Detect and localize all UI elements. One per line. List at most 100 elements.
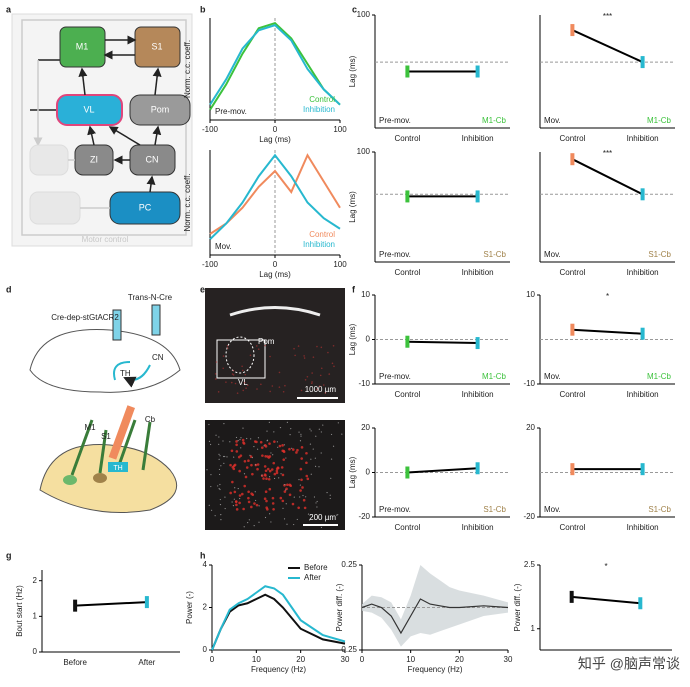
texture-dot bbox=[255, 345, 258, 347]
texture-dot bbox=[299, 440, 302, 442]
arrow bbox=[152, 67, 162, 96]
texture-dot bbox=[318, 466, 320, 468]
texture-dot bbox=[285, 503, 287, 505]
texture-dot bbox=[266, 467, 270, 471]
texture-dot bbox=[231, 465, 235, 469]
texture-dot bbox=[329, 494, 331, 496]
texture-dot bbox=[240, 492, 244, 496]
y-axis-label: Power (-) bbox=[185, 591, 194, 624]
panel-label: f bbox=[352, 284, 356, 294]
legend-label: Inhibition bbox=[303, 240, 335, 249]
texture-dot bbox=[293, 523, 295, 526]
texture-dot bbox=[270, 521, 272, 523]
significance: * bbox=[604, 562, 607, 571]
y-tick-label: 10 bbox=[526, 290, 535, 299]
diff-line bbox=[361, 598, 509, 635]
texture-dot bbox=[253, 445, 255, 448]
texture-dot bbox=[273, 440, 276, 443]
texture-dot bbox=[247, 496, 250, 500]
texture-dot bbox=[263, 445, 265, 447]
texture-dot bbox=[286, 483, 289, 487]
texture-dot bbox=[219, 488, 221, 491]
panel-label: d bbox=[6, 284, 12, 294]
label: M1 bbox=[84, 423, 96, 432]
texture-dot bbox=[306, 375, 309, 378]
area-label: M1-Cb bbox=[647, 372, 672, 381]
texture-dot bbox=[337, 514, 339, 516]
texture-dot bbox=[268, 442, 271, 445]
texture-dot bbox=[255, 503, 259, 507]
circuit-diagram: M1 S1 VL Pom ZI CN PC Motor control bbox=[11, 13, 193, 247]
x-tick-label: Control bbox=[560, 268, 586, 277]
texture-dot bbox=[230, 449, 234, 453]
mean-marker bbox=[475, 65, 480, 78]
texture-dot bbox=[332, 344, 335, 347]
significance: *** bbox=[603, 12, 612, 21]
texture-dot bbox=[233, 456, 235, 458]
texture-dot bbox=[310, 473, 312, 475]
texture-dot bbox=[278, 386, 281, 388]
texture-dot bbox=[310, 430, 312, 432]
mean-marker bbox=[570, 24, 575, 37]
texture-dot bbox=[281, 444, 284, 447]
texture-dot bbox=[299, 467, 303, 471]
texture-dot bbox=[284, 483, 286, 486]
texture-dot bbox=[246, 384, 249, 387]
texture-dot bbox=[308, 519, 311, 521]
texture-dot bbox=[314, 465, 317, 467]
x-axis-label: Frequency (Hz) bbox=[251, 665, 306, 674]
x-tick-label: Control bbox=[395, 523, 421, 532]
mean-marker bbox=[475, 190, 480, 203]
significance: * bbox=[606, 292, 609, 301]
watermark: 知乎 @脑声常谈 bbox=[578, 656, 680, 672]
texture-dot bbox=[241, 369, 244, 372]
node-label: VL bbox=[83, 104, 94, 114]
texture-dot bbox=[303, 506, 307, 510]
texture-dot bbox=[313, 496, 316, 498]
mean-marker bbox=[640, 56, 645, 69]
texture-dot bbox=[282, 450, 286, 454]
texture-dot bbox=[238, 469, 241, 473]
texture-dot bbox=[208, 504, 210, 506]
texture-dot bbox=[266, 430, 268, 432]
texture-dot bbox=[250, 492, 253, 495]
texture-dot bbox=[219, 498, 221, 501]
node-label: CN bbox=[146, 154, 159, 164]
texture-dot bbox=[282, 458, 286, 461]
label: TH bbox=[113, 465, 122, 472]
x-tick-label: 30 bbox=[504, 655, 513, 664]
texture-dot bbox=[341, 433, 343, 435]
texture-dot bbox=[337, 422, 339, 424]
texture-dot bbox=[302, 494, 304, 497]
syringe bbox=[112, 309, 122, 341]
texture-dot bbox=[229, 441, 231, 443]
texture-dot bbox=[271, 502, 275, 505]
texture-dot bbox=[209, 443, 212, 446]
panel-label: b bbox=[200, 4, 206, 14]
mean-line bbox=[407, 340, 478, 345]
texture-dot bbox=[243, 484, 247, 488]
texture-dot bbox=[327, 351, 329, 354]
y-tick-label: -0.25 bbox=[339, 645, 358, 654]
faded-node bbox=[29, 191, 81, 225]
texture-dot bbox=[316, 388, 318, 391]
texture-dot bbox=[260, 446, 264, 449]
texture-dot bbox=[283, 444, 286, 446]
mean-line bbox=[572, 328, 643, 335]
area-label: M1-Cb bbox=[647, 116, 672, 125]
texture-dot bbox=[305, 451, 308, 455]
mean-marker bbox=[570, 323, 575, 336]
texture-dot bbox=[220, 519, 222, 521]
texture-dot bbox=[263, 465, 267, 468]
texture-dot bbox=[328, 373, 331, 375]
area-label: M1-Cb bbox=[482, 372, 507, 381]
y-axis-label: Bout start (Hz) bbox=[15, 585, 24, 637]
condition-label: Mov. bbox=[544, 372, 561, 381]
texture-dot bbox=[320, 526, 323, 529]
x-tick-label: Control bbox=[395, 134, 421, 143]
texture-dot bbox=[265, 477, 268, 481]
node bbox=[129, 94, 191, 126]
y-tick-label: 0 bbox=[366, 335, 371, 344]
texture-dot bbox=[256, 388, 258, 390]
texture-dot bbox=[230, 381, 233, 384]
